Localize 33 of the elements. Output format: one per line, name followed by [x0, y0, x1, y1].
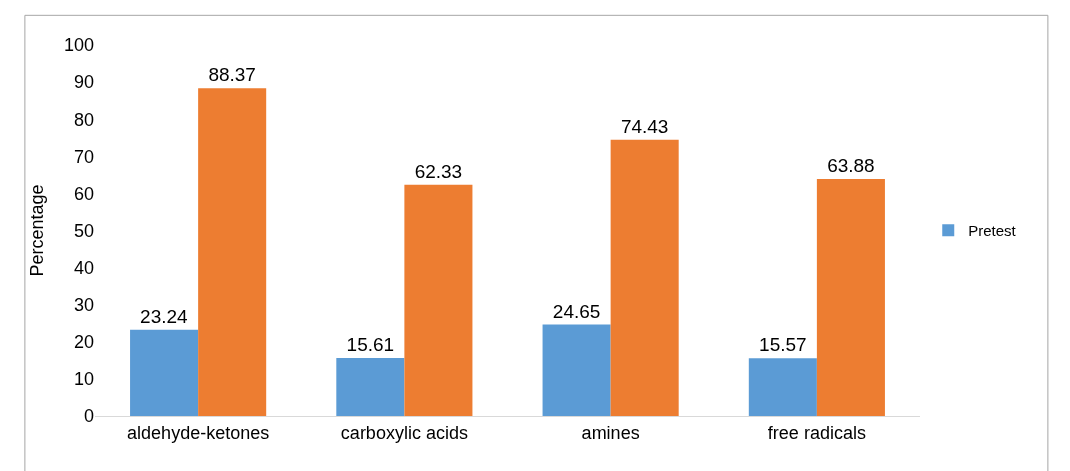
y-tick-label: 90: [73, 72, 94, 93]
y-tick-label: 60: [73, 183, 94, 204]
data-label: 23.24: [140, 305, 189, 327]
bar: [404, 184, 473, 416]
y-tick-label: 0: [83, 406, 94, 427]
x-tick-label: aldehyde-ketones: [127, 422, 270, 443]
data-label: 74.43: [620, 115, 669, 137]
y-tick-label: 100: [63, 35, 94, 56]
data-label: 88.37: [208, 64, 256, 86]
data-label: 24.65: [552, 300, 601, 322]
y-tick-label: 70: [73, 146, 94, 167]
data-label: 63.88: [827, 155, 875, 177]
legend-label: Pretest: [968, 222, 1017, 240]
y-axis-title: Percentage: [27, 184, 48, 277]
y-tick-label: 10: [73, 369, 94, 390]
bar: [748, 358, 817, 416]
bar: [816, 179, 885, 416]
y-tick-label: 50: [73, 220, 94, 241]
bar: [336, 358, 405, 416]
bar: [542, 324, 611, 416]
bar: [130, 329, 199, 416]
y-tick-label: 20: [73, 332, 94, 353]
x-tick-label: free radicals: [767, 422, 866, 443]
x-tick-label: amines: [581, 422, 640, 443]
data-label: 15.61: [346, 334, 395, 356]
bar: [610, 139, 679, 416]
y-tick-label: 40: [73, 257, 94, 278]
y-tick-label: 30: [73, 295, 94, 315]
y-tick-label: 80: [73, 109, 94, 130]
bar: [198, 88, 267, 416]
data-label: 15.57: [759, 334, 807, 356]
data-label: 62.33: [414, 160, 463, 182]
x-tick-label: carboxylic acids: [340, 422, 468, 443]
